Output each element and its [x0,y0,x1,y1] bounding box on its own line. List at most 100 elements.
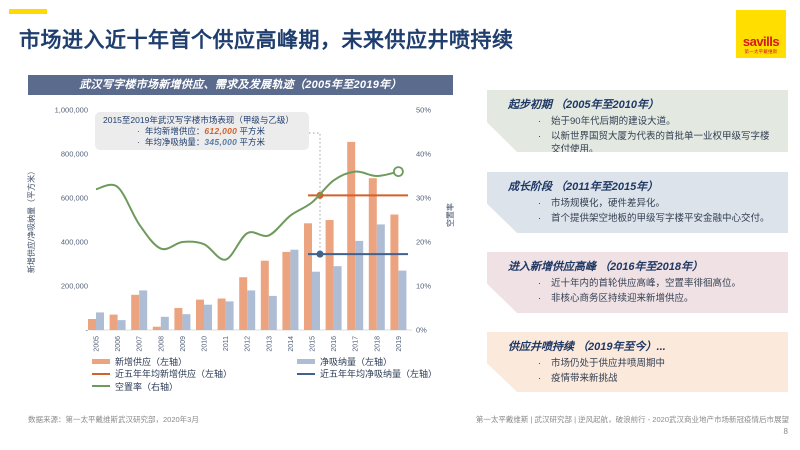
bullet-dot: · [538,116,542,127]
legend-label: 空置率（右轴） [115,381,179,392]
stage-title: 进入新增供应高峰 （2016年至2018年） [508,261,703,273]
legend-label: 近五年年均净吸纳量（左轴） [320,369,438,380]
y-right-tick: 20% [416,238,431,247]
title-accent-dash [9,9,47,14]
savills-logo-text: savills [742,33,780,49]
legend-swatch [297,372,315,375]
bar-new-supply [174,308,183,330]
bar-net-absorption [247,290,256,330]
x-tick-year: 2019 [396,336,403,352]
avg-supply-value: 612,000 [204,126,238,136]
chart-annotation: 2015至2019年武汉写字楼市场表现（甲级与乙级） · 年均新增供应：612,0… [95,112,309,150]
stage-title: 供应井喷持续 （2019年至今）... [508,341,666,353]
bar-new-supply [390,214,399,330]
bar-net-absorption [182,314,191,330]
bar-new-supply [304,223,312,330]
y-right-tick: 10% [416,282,431,291]
stage-bullet: · 首个提供架空地板的甲级写字楼平安金融中心交付。 [538,213,770,224]
y-left-tick: 400,000 [61,238,88,247]
chart-legend: 新增供应（左轴） 近五年年均新增供应（左轴） 空置率（右轴） 净吸纳量（左轴） 近五年… [92,355,437,393]
y-right-tick: 30% [416,194,431,203]
x-tick-year: 2010 [202,336,209,352]
x-tick-year: 2007 [137,336,144,352]
stage-block-supply-peak: 进入新增供应高峰 （2016年至2018年） · 近十年内的首轮供应高峰，空置率徘… [487,252,788,313]
y-right-axis-title: 空置率 [445,203,455,227]
stage-title: 起步初期 （2005年至2010年） [508,99,659,111]
bar-net-absorption [290,249,299,330]
bullet-dot: · [137,126,140,136]
y-left-tick: 200,000 [61,282,88,291]
stage-bullet: · 以新世界国贸大厦为代表的首批单一业权甲级写字楼交付使用。 [538,131,770,155]
x-tick-year: 2005 [94,336,101,352]
savills-logo-subtext: 第一太平戴维斯 [744,49,778,54]
legend-swatch [92,385,110,388]
legend-label: 净吸纳量（左轴） [320,356,393,367]
stage-bullet: · 非核心商务区持续迎来新增供应。 [538,293,694,304]
y-right-tick: 0% [416,326,427,335]
bar-net-absorption [117,320,126,330]
y-left-tick: 800,000 [61,150,88,159]
bullet-dot: · [538,373,542,384]
stage-bullet: · 近十年内的首轮供应高峰，空置率徘徊高位。 [538,278,742,289]
x-tick-year: 2011 [223,336,230,351]
legend-swatch [92,372,110,375]
bar-net-absorption [225,301,234,330]
stage-bullet: · 市场规模化，硬件差异化。 [538,198,666,209]
bar-new-supply [217,298,226,330]
office-market-chart: 1,000,000 800,000 600,000 400,000 200,000 - 50… [26,106,455,352]
x-tick-year: 2009 [180,336,187,352]
legend-item: 新增供应（左轴） [92,355,297,368]
bar-net-absorption [333,266,342,330]
x-tick-year: 2014 [288,336,295,352]
bullet-dot: · [538,278,542,289]
bar-net-absorption [139,290,148,330]
bar-new-supply [347,141,356,330]
bar-net-absorption [268,295,277,330]
legend-item: 空置率（右轴） [92,380,297,393]
stage-bullet: · 疫情带来新挑战 [538,373,618,384]
y-right-tick: 40% [416,150,431,159]
y-left-tick: - [86,326,89,335]
chart-panel: 武汉写字楼市场新增供应、需求及发展轨迹（2005年至2019年） 1,000,0… [20,70,472,405]
x-tick-year: 2013 [266,336,273,352]
page-title: 市场进入近十年首个供应高峰期，未来供应井喷持续 [19,29,514,52]
data-source-note: 数据来源：第一太平戴维斯武汉研究部，2020年3月 [28,415,199,424]
bar-net-absorption [204,304,212,330]
savills-logo: savills 第一太平戴维斯 [736,10,786,58]
bar-net-absorption [160,316,169,330]
legend-item: 近五年年均新增供应（左轴） [92,368,297,381]
stage-bullet: · 市场仍处于供应井喷周期中 [538,358,666,369]
footer-report-title: 第一太平戴维斯 | 武汉研究部 | 逆风起航，破浪前行 - 2020武汉商业地产… [475,415,789,424]
legend-swatch [297,358,315,364]
annotation-avg-supply: · 年均新增供应：612,000 平方米 [137,126,266,136]
chart-title: 武汉写字楼市场新增供应、需求及发展轨迹（2005年至2019年） [28,75,453,95]
bar-net-absorption [398,270,407,330]
stage-block-growth-phase: 成长阶段 （2011年至2015年） · 市场规模化，硬件差异化。 · 首个提供架空… [487,172,788,233]
bullet-dot: · [538,213,542,224]
bullet-dot: · [538,293,542,304]
stage-title: 成长阶段 （2011年至2015年） [508,181,659,193]
x-tick-year: 2012 [245,336,252,352]
annotation-title: 2015至2019年武汉写字楼市场表现（甲级与乙级） [103,115,294,125]
x-tick-year: 2017 [353,336,360,352]
bar-new-supply [88,319,96,330]
stage-block-initial-phase: 起步初期 （2005年至2010年） · 始于90年代后期的建设大道。 · 以新世界… [487,90,788,152]
x-tick-year: 2006 [115,336,122,352]
bar-new-supply [282,251,291,330]
x-tick-year: 2018 [374,336,381,352]
legend-label: 近五年年均新增供应（左轴） [115,369,233,380]
bar-net-absorption [376,224,385,330]
bar-new-supply [109,314,118,330]
bar-new-supply [239,277,248,330]
legend-swatch [92,358,110,364]
bar-net-absorption [312,271,320,330]
y-left-tick: 1,000,000 [55,106,88,115]
legend-item: 净吸纳量（左轴） [297,355,437,368]
bar-new-supply [260,260,269,330]
y-left-axis-title: 新增供应/净吸纳量（平方米） [26,167,36,273]
stage-block-supply-boom: 供应井喷持续 （2019年至今）... · 市场仍处于供应井喷周期中 · 疫情带来新… [487,332,788,392]
legend-item: 近五年年均净吸纳量（左轴） [297,368,437,381]
bullet-dot: · [538,358,542,369]
legend-column-2: 净吸纳量（左轴） 近五年年均净吸纳量（左轴） [297,355,437,393]
y-right-tick: 50% [416,106,431,115]
